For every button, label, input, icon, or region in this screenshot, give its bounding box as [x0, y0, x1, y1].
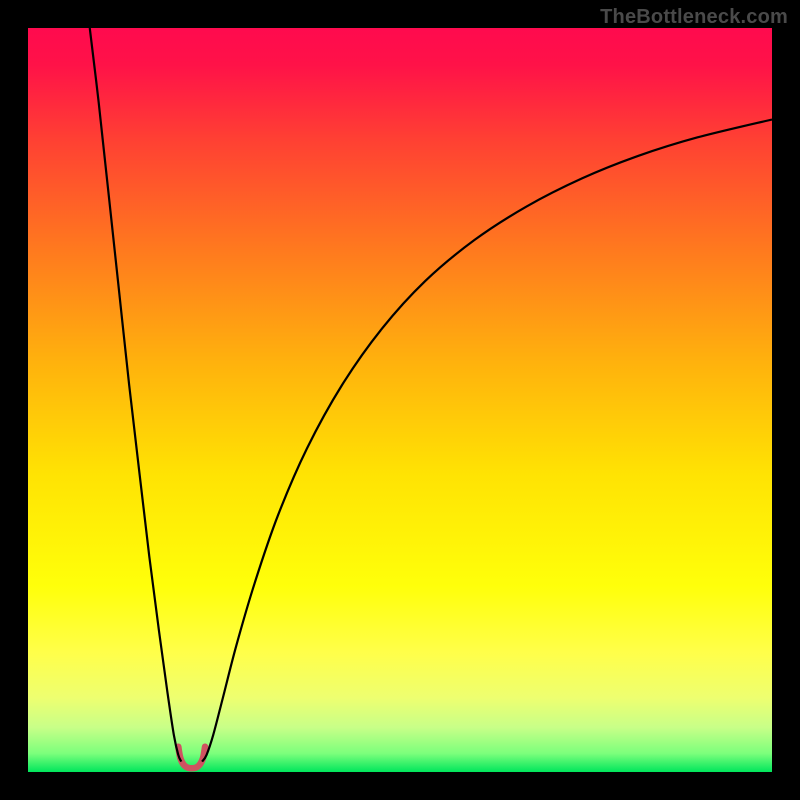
curve-right — [202, 120, 772, 762]
chart-container: TheBottleneck.com — [0, 0, 800, 800]
notch-marker — [178, 747, 205, 769]
curves-layer — [28, 28, 772, 772]
plot-area — [28, 28, 772, 772]
watermark-text: TheBottleneck.com — [600, 6, 788, 29]
curve-left — [90, 28, 182, 762]
